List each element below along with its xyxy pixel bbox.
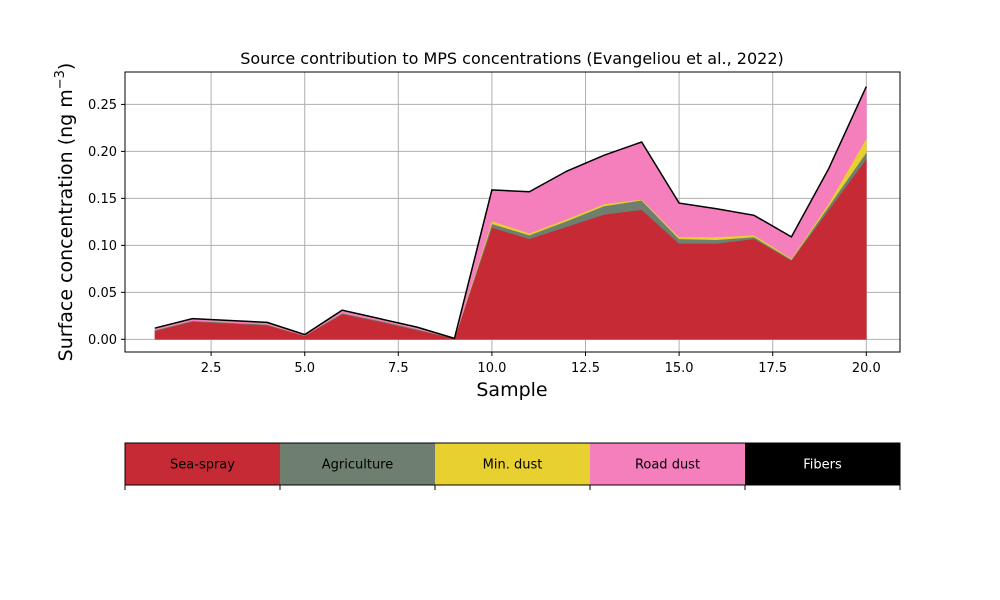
legend-swatch-min-dust [435,443,590,485]
x-tick-label: 10.0 [477,361,506,376]
y-tick-label: 0.00 [88,333,117,348]
legend-label: Fibers [803,458,842,473]
total-line-layer [154,86,867,340]
y-axis-label: Surface concentration (ng m−3) [53,63,77,362]
area-sea-spray [154,158,867,340]
x-tick-label: 7.5 [388,361,409,376]
y-tick-label: 0.15 [88,192,117,207]
x-tick-label: 12.5 [571,361,600,376]
x-tick-label: 2.5 [201,361,222,376]
x-tick-label: 17.5 [758,361,787,376]
legend-label: Road dust [635,458,700,473]
y-tick-label: 0.20 [88,145,117,160]
legend: Sea-spray Agriculture Min. dust Road dust Fi… [124,442,901,490]
legend-swatch-fibers [745,443,900,485]
plot-area: 2.5 5.0 7.5 10.0 12.5 15.0 17.5 20.0 0.000.050.… [88,71,901,376]
legend-label: Agriculture [322,458,394,473]
y-axis-label-main: Surface concentration (ng m [55,89,77,361]
legend-label: Min. dust [483,458,543,473]
y-tick-label: 0.10 [88,239,117,254]
y-axis-label-close: ) [55,63,77,70]
x-axis-label: Sample [476,379,547,401]
y-axis: 0.00 0.05 0.10 0.15 0.20 0.25 [88,98,125,348]
legend-frame [124,442,901,486]
legend-swatch-road-dust [590,443,745,485]
y-tick-label: 0.25 [88,98,117,113]
x-tick-label: 5.0 [294,361,315,376]
total-outline-line [154,86,867,340]
x-tick-label: 20.0 [852,361,881,376]
plot-frame [124,71,901,353]
x-axis: 2.5 5.0 7.5 10.0 12.5 15.0 17.5 20.0 [201,352,881,376]
legend-label: Sea-spray [170,458,235,473]
legend-swatch-sea-spray [125,443,280,485]
chart-title: Source contribution to MPS concentration… [240,49,784,68]
y-tick-label: 0.05 [88,286,117,301]
y-axis-label-exponent: −3 [53,70,68,89]
legend-swatch-agriculture [280,443,435,485]
stacked-areas [154,86,867,340]
x-tick-label: 15.0 [665,361,694,376]
